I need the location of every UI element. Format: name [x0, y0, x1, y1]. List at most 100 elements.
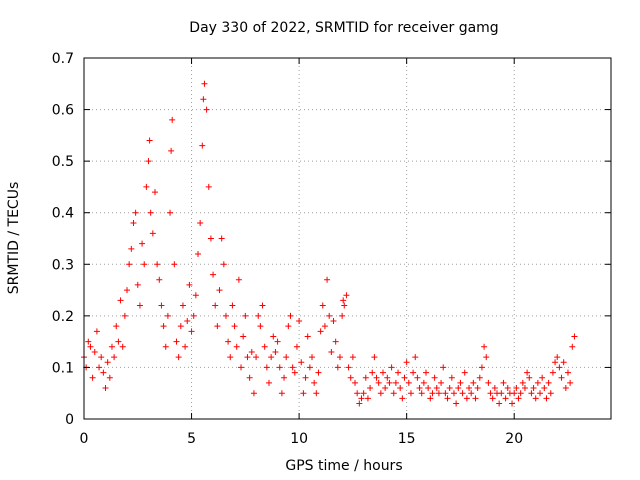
data-point [111, 354, 118, 361]
data-point [517, 390, 524, 397]
data-point [382, 385, 389, 392]
data-point [343, 292, 350, 299]
data-point [485, 379, 492, 386]
y-tick-label: 0.7 [52, 51, 74, 67]
data-point [126, 261, 133, 268]
data-point [158, 302, 165, 309]
plot-frame [83, 57, 612, 420]
y-tick-labels: 0 0.1 0.2 0.3 0.4 0.5 0.6 0.7 [52, 51, 74, 428]
data-point [106, 374, 113, 381]
data-point [218, 235, 225, 242]
data-point [302, 374, 309, 381]
y-tick-label: 0.2 [52, 309, 74, 325]
data-point [113, 323, 120, 330]
data-point [85, 338, 92, 345]
data-point [530, 385, 537, 392]
data-point [313, 390, 320, 397]
y-tick-label: 0.4 [52, 206, 74, 222]
data-point [459, 390, 466, 397]
y-tick-label: 0.6 [52, 103, 74, 119]
data-point [377, 390, 384, 397]
data-point [136, 302, 143, 309]
data-point [390, 390, 397, 397]
data-point [281, 374, 288, 381]
data-point [210, 271, 217, 278]
data-point [306, 364, 313, 371]
data-point [108, 343, 115, 350]
x-tick-labels: 0 5 10 15 20 [80, 431, 524, 447]
data-point [446, 385, 453, 392]
data-point [543, 395, 550, 402]
data-point [102, 385, 109, 392]
data-point [405, 379, 412, 386]
data-point [89, 374, 96, 381]
data-point [345, 364, 352, 371]
data-point [128, 245, 135, 252]
data-point [448, 374, 455, 381]
data-point [253, 354, 260, 361]
data-point [296, 318, 303, 325]
axis-ticks [83, 57, 611, 420]
data-point [358, 395, 365, 402]
data-point [115, 338, 122, 345]
data-point [330, 318, 337, 325]
data-point [336, 354, 343, 361]
data-point [410, 369, 417, 376]
data-point [545, 379, 552, 386]
x-axis-label: GPS time / hours [285, 458, 402, 474]
y-tick-label: 0 [65, 412, 74, 428]
data-point [444, 395, 451, 402]
data-point [386, 379, 393, 386]
data-point [526, 374, 533, 381]
data-point [397, 385, 404, 392]
data-point [149, 230, 156, 237]
data-point [179, 302, 186, 309]
data-point [552, 359, 559, 366]
data-point [558, 374, 565, 381]
data-point [98, 354, 105, 361]
data-point [246, 374, 253, 381]
x-tick-label: 10 [290, 431, 308, 447]
data-point [199, 142, 206, 149]
data-point [554, 354, 561, 361]
data-point [401, 374, 408, 381]
data-point [141, 261, 148, 268]
data-point [524, 369, 531, 376]
data-point [438, 379, 445, 386]
data-point [487, 390, 494, 397]
data-point [532, 395, 539, 402]
data-point [164, 312, 171, 319]
data-point [143, 183, 150, 190]
data-point [145, 158, 152, 165]
data-point [450, 390, 457, 397]
data-point [317, 328, 324, 335]
data-point [364, 395, 371, 402]
data-point [186, 281, 193, 288]
data-point [466, 385, 473, 392]
data-point [360, 390, 367, 397]
data-point [265, 379, 272, 386]
data-point [569, 343, 576, 350]
data-point [395, 369, 402, 376]
data-point [519, 379, 526, 386]
data-point [470, 379, 477, 386]
data-point [326, 312, 333, 319]
data-point [255, 312, 262, 319]
data-point [478, 364, 485, 371]
data-point [457, 379, 464, 386]
data-point [100, 369, 107, 376]
data-point [315, 369, 322, 376]
data-point [192, 292, 199, 299]
data-point [160, 323, 167, 330]
data-point [352, 379, 359, 386]
data-point [104, 359, 111, 366]
data-point [289, 364, 296, 371]
data-point [156, 276, 163, 283]
data-point [93, 328, 100, 335]
data-point [231, 323, 238, 330]
data-point [146, 137, 153, 144]
x-tick-label: 20 [505, 431, 523, 447]
data-point [220, 261, 227, 268]
data-point [341, 302, 348, 309]
data-point [562, 385, 569, 392]
